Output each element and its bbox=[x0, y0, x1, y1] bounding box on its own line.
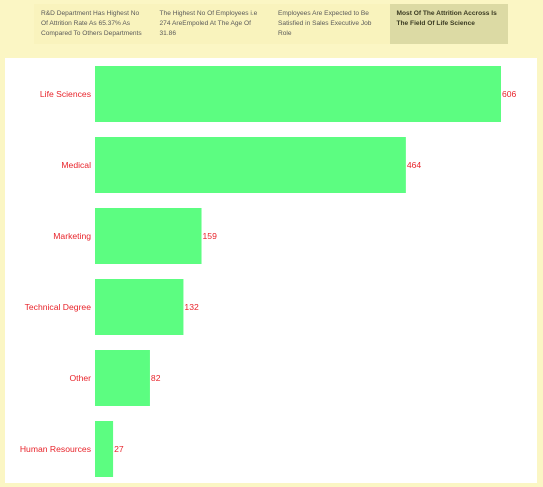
category-label-technical-degree: Technical Degree bbox=[25, 302, 92, 312]
bar-human-resources[interactable] bbox=[95, 421, 114, 477]
bar-life-sciences[interactable] bbox=[95, 66, 501, 122]
value-label-human-resources: 27 bbox=[114, 444, 124, 454]
story-tab-2[interactable]: The Highest No Of Employees i.e 274 AreE… bbox=[152, 4, 271, 44]
story-tab-4[interactable]: Most Of The Attrition Accross Is The Fie… bbox=[389, 4, 508, 44]
value-label-technical-degree: 132 bbox=[184, 302, 199, 312]
chart-panel: Life Sciences 606 Medical 464 Marketing 159 Te… bbox=[5, 58, 537, 483]
category-label-life-sciences: Life Sciences bbox=[40, 89, 91, 99]
bar-technical-degree[interactable] bbox=[95, 279, 184, 335]
category-label-other: Other bbox=[70, 373, 92, 383]
bar-chart: Life Sciences 606 Medical 464 Marketing 159 Te… bbox=[20, 66, 517, 477]
story-tab-1[interactable]: R&D Department Has Highest No Of Attriti… bbox=[34, 4, 153, 44]
bar-marketing[interactable] bbox=[95, 208, 202, 264]
value-label-life-sciences: 606 bbox=[502, 89, 517, 99]
value-label-medical: 464 bbox=[407, 160, 422, 170]
story-tab-bar: R&D Department Has Highest No Of Attriti… bbox=[34, 4, 508, 44]
bar-medical[interactable] bbox=[95, 137, 406, 193]
category-label-medical: Medical bbox=[61, 160, 91, 170]
category-label-marketing: Marketing bbox=[53, 231, 91, 241]
story-tab-3[interactable]: Employees Are Expected to Be Satisfied i… bbox=[271, 4, 390, 44]
value-label-other: 82 bbox=[151, 373, 161, 383]
bar-other[interactable] bbox=[95, 350, 150, 406]
category-label-human-resources: Human Resources bbox=[20, 444, 91, 454]
value-label-marketing: 159 bbox=[203, 231, 218, 241]
